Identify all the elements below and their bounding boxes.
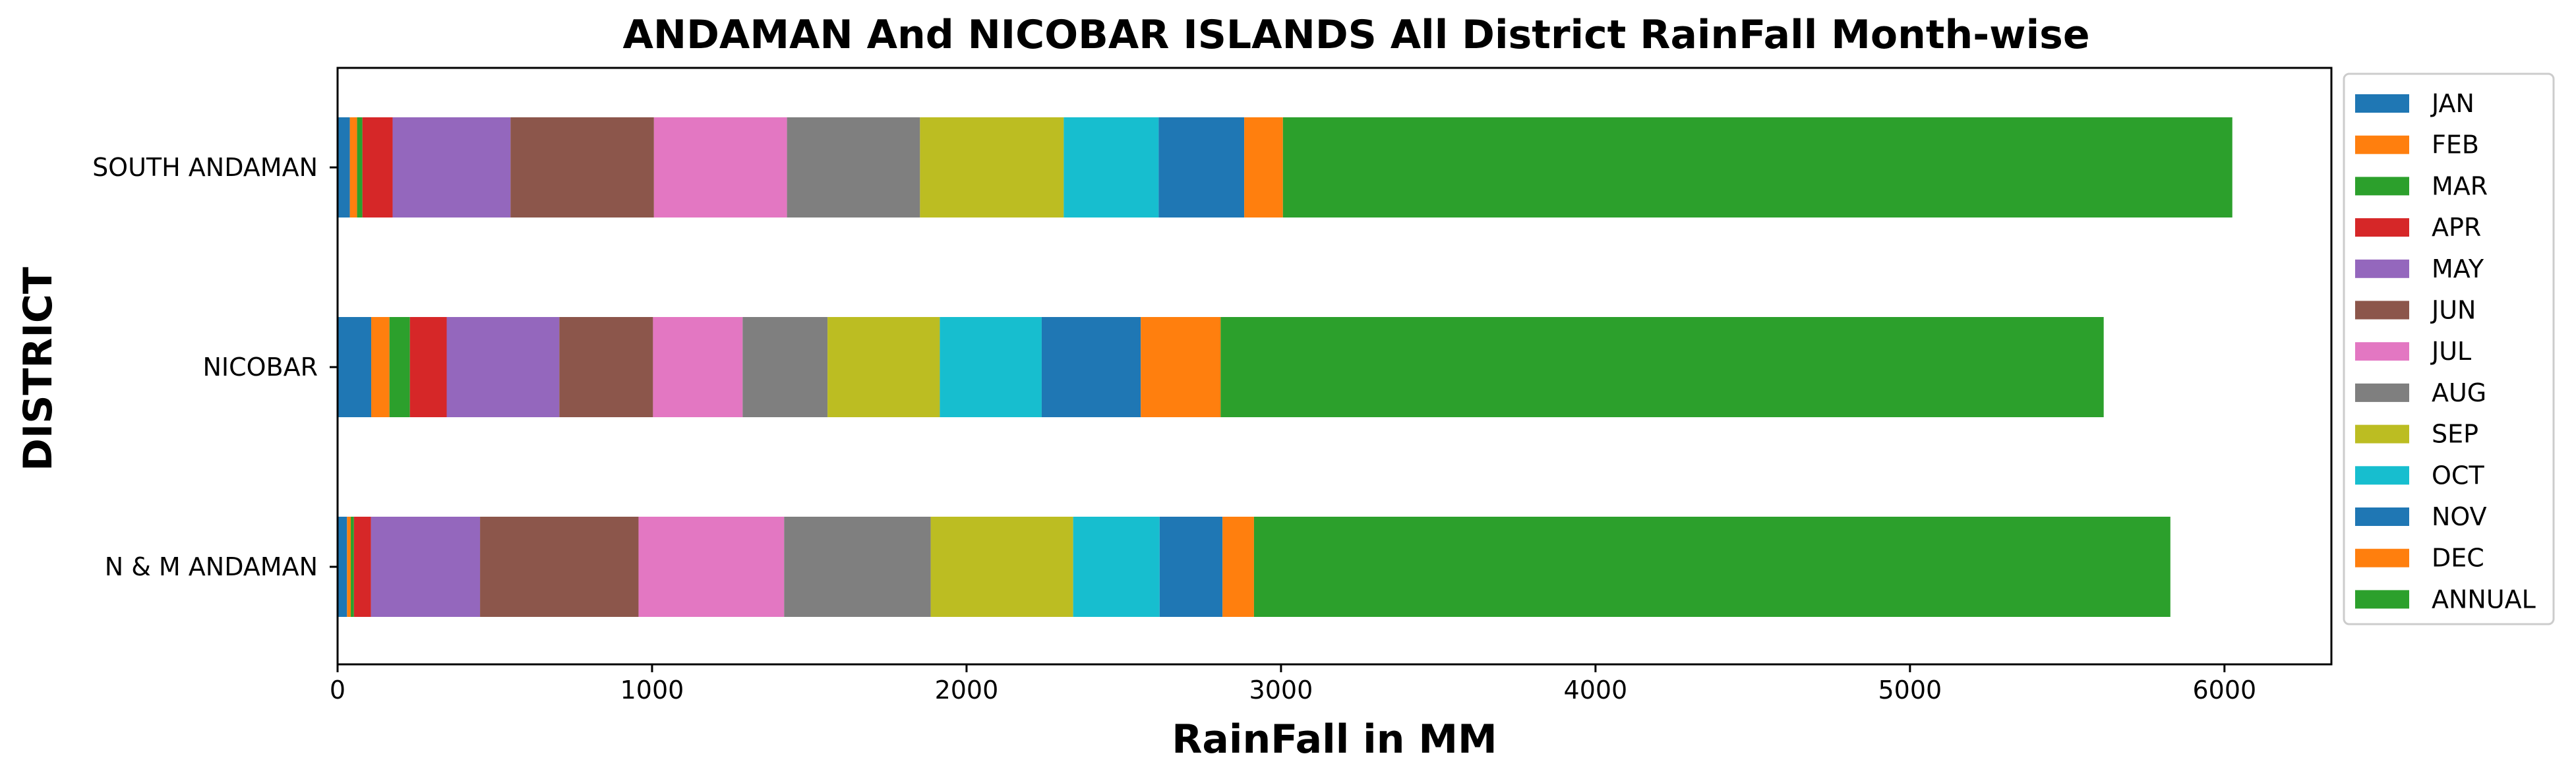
bar-south-andaman-feb	[349, 117, 357, 217]
bar-south-andaman-jun	[510, 117, 654, 217]
bar-n-m-andaman-jul	[638, 517, 785, 617]
legend-label-may: MAY	[2432, 254, 2484, 283]
legend-label-jul: JUL	[2430, 337, 2471, 366]
legend-swatch-mar	[2355, 177, 2409, 196]
bar-nicobar-feb	[371, 317, 390, 417]
legend-frame	[2343, 72, 2555, 625]
legend-label-mar: MAR	[2432, 171, 2488, 200]
bar-south-andaman-may	[392, 117, 511, 217]
legend-label-oct: OCT	[2432, 461, 2484, 490]
bar-nicobar-apr	[409, 317, 447, 417]
legend-label-jun: JUN	[2430, 296, 2476, 325]
legend-label-jan: JAN	[2430, 89, 2474, 118]
legend-label-annual: ANNUAL	[2432, 585, 2536, 614]
bar-nicobar-may	[446, 317, 560, 417]
x-tick-label: 6000	[2192, 676, 2256, 705]
bar-south-andaman-nov	[1158, 117, 1245, 217]
bar-nicobar-jan	[338, 317, 372, 417]
legend-swatch-jun	[2355, 301, 2409, 320]
bar-n-m-andaman-feb	[347, 517, 351, 617]
bar-nicobar-jul	[653, 317, 743, 417]
bar-n-m-andaman-annual	[1253, 517, 2171, 617]
bar-n-m-andaman-jan	[338, 517, 347, 617]
bar-n-m-andaman-nov	[1159, 517, 1223, 617]
bar-south-andaman-aug	[787, 117, 920, 217]
legend-swatch-annual	[2355, 590, 2409, 609]
legend: JAN FEB MAR APR MAY JUN JUL AUG SEP OCT NOV DEC ANNU…	[2343, 72, 2555, 625]
bar-south-andaman-dec	[1244, 117, 1283, 217]
bar-nicobar-mar	[389, 317, 410, 417]
bar-n-m-andaman-sep	[930, 517, 1073, 617]
bar-n-m-andaman-dec	[1222, 517, 1254, 617]
x-tick-label: 4000	[1564, 676, 1628, 705]
legend-swatch-jul	[2355, 342, 2409, 361]
legend-swatch-jan	[2355, 94, 2409, 113]
x-tick-label: 0	[330, 676, 345, 705]
bar-south-andaman-jan	[338, 117, 350, 217]
bar-south-andaman-annual	[1282, 117, 2232, 217]
legend-label-apr: APR	[2432, 213, 2481, 242]
bar-n-m-andaman-apr	[353, 517, 371, 617]
x-axis-label: RainFall in MM	[1172, 716, 1497, 763]
legend-swatch-may	[2355, 259, 2409, 278]
bar-south-andaman-apr	[362, 117, 393, 217]
bar-nicobar-oct	[940, 317, 1042, 417]
legend-label-sep: SEP	[2432, 420, 2478, 449]
legend-swatch-dec	[2355, 548, 2409, 567]
y-tick-label: NICOBAR	[202, 353, 318, 382]
bar-south-andaman-mar	[357, 117, 363, 217]
bar-nicobar-jun	[559, 317, 653, 417]
legend-label-nov: NOV	[2432, 502, 2487, 531]
legend-swatch-feb	[2355, 135, 2409, 154]
y-tick-label: SOUTH ANDAMAN	[92, 153, 318, 182]
x-tick-label: 3000	[1249, 676, 1313, 705]
legend-swatch-nov	[2355, 507, 2409, 526]
y-axis-ticks: N & M ANDAMAN NICOBAR SOUTH ANDAMAN	[92, 153, 338, 581]
bar-south-andaman-sep	[920, 117, 1064, 217]
legend-label-feb: FEB	[2432, 130, 2479, 159]
bar-n-m-andaman-jun	[480, 517, 639, 617]
bar-n-m-andaman-aug	[784, 517, 931, 617]
y-tick-label: N & M ANDAMAN	[105, 552, 318, 581]
bar-n-m-andaman-oct	[1073, 517, 1160, 617]
x-tick-label: 2000	[935, 676, 999, 705]
y-axis-label: DISTRICT	[15, 267, 61, 471]
x-tick-label: 5000	[1878, 676, 1942, 705]
chart-title: ANDAMAN And NICOBAR ISLANDS All District…	[622, 12, 2089, 58]
legend-label-aug: AUG	[2432, 378, 2486, 407]
legend-label-dec: DEC	[2432, 544, 2484, 573]
legend-swatch-apr	[2355, 218, 2409, 237]
bar-nicobar-dec	[1141, 317, 1221, 417]
x-tick-label: 1000	[620, 676, 684, 705]
bar-nicobar-annual	[1220, 317, 2104, 417]
bars-group	[338, 117, 2232, 617]
legend-swatch-aug	[2355, 383, 2409, 402]
bar-south-andaman-oct	[1063, 117, 1159, 217]
legend-swatch-oct	[2355, 466, 2409, 485]
x-axis-ticks: 0 1000 2000 3000 4000 5000 6000	[330, 664, 2256, 705]
bar-nicobar-sep	[827, 317, 940, 417]
bar-nicobar-nov	[1041, 317, 1141, 417]
bar-nicobar-aug	[742, 317, 828, 417]
bar-south-andaman-jul	[653, 117, 787, 217]
bar-n-m-andaman-may	[371, 517, 481, 617]
bar-n-m-andaman-mar	[351, 517, 354, 617]
legend-swatch-sep	[2355, 424, 2409, 444]
